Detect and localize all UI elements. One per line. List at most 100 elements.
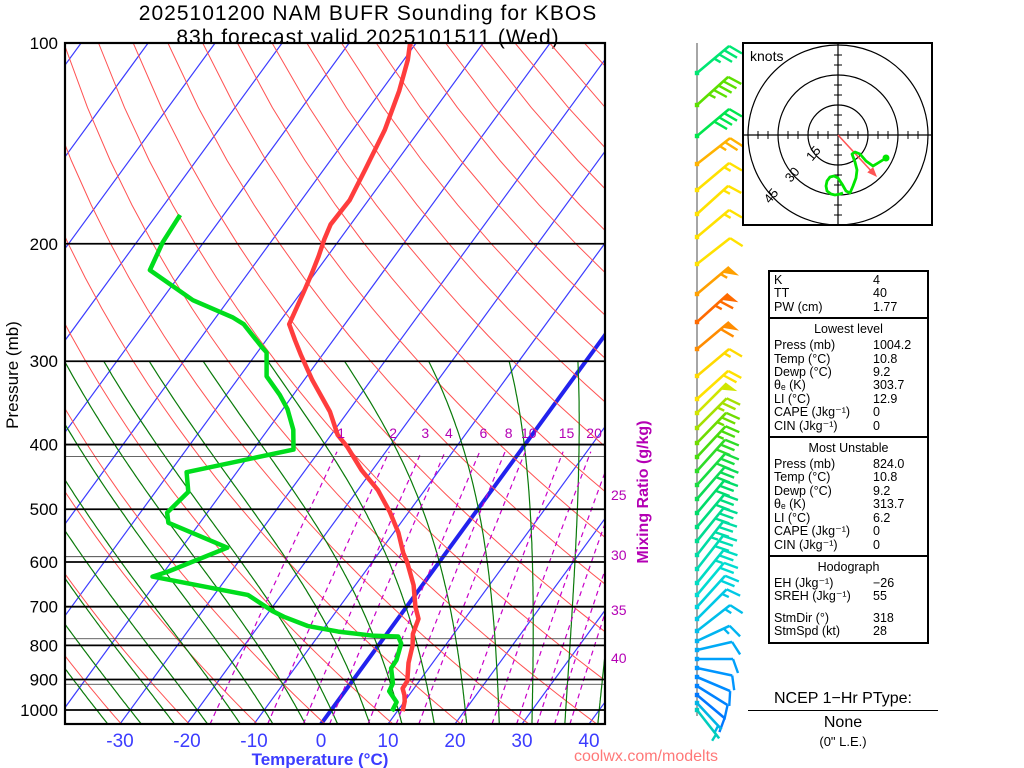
pressure-tick-label: 700	[30, 598, 58, 617]
wind-barb	[694, 44, 743, 76]
mixing-ratio-label: 8	[505, 425, 513, 441]
stat-label: PW (cm)	[774, 299, 823, 314]
mixing-ratio-line	[536, 521, 605, 724]
wind-barb	[694, 479, 739, 516]
wind-barb	[694, 588, 741, 622]
stat-row: StmSpd (kt) 28	[770, 624, 927, 638]
stat-row: CAPE (Jkg⁻¹) 0	[770, 405, 927, 420]
moist-adiabat	[65, 529, 209, 724]
stat-row: TT 40	[770, 286, 927, 301]
stat-row: LI (°C) 6.2	[770, 510, 927, 525]
stat-row: CIN (Jkg⁻¹) 0	[770, 537, 927, 552]
wind-barb	[694, 75, 742, 108]
stat-row: StmDir (°) 318	[770, 610, 927, 625]
wind-barb	[694, 640, 742, 656]
stats-most-unstable-section: Most Unstable Press (mb) 824.0 Temp (°C) 10…	[770, 436, 927, 555]
wind-barb	[694, 237, 744, 267]
temperature-tick-label: 30	[511, 731, 532, 752]
stat-row: Dewp (°C) 9.2	[770, 365, 927, 380]
dry-adiabat	[65, 235, 462, 724]
moist-adiabat	[428, 360, 500, 724]
wind-barb	[694, 321, 740, 352]
stats-indices-section: K 4 TT 40 PW (cm) 1.77	[770, 272, 927, 317]
wind-barb	[694, 184, 742, 217]
pressure-tick-label: 600	[30, 553, 58, 572]
moist-adiabat	[202, 360, 403, 724]
pressure-tick-label: 300	[30, 352, 58, 371]
temperature-curve	[286, 43, 421, 712]
stat-value: 303.7	[873, 378, 905, 393]
wind-barb	[694, 466, 739, 502]
mixing-ratio-line	[491, 451, 592, 724]
chart-title-line1: 2025101200 NAM BUFR Sounding for KBOS	[138, 2, 598, 25]
mixing-ratio-label: 6	[479, 425, 487, 441]
mixing-ratio-label: 1	[337, 425, 345, 441]
mixing-ratio-label: 30	[611, 547, 627, 563]
mixing-ratio-label: 40	[611, 650, 627, 666]
wind-barb	[694, 266, 740, 297]
stat-label: LI (°C)	[774, 391, 811, 406]
stat-label: Temp (°C)	[774, 351, 831, 366]
dry-adiabat	[341, 43, 605, 359]
stat-label: Press (mb)	[774, 457, 836, 472]
watermark-text: coolwx.com/modelts	[574, 748, 718, 765]
wind-barb	[694, 397, 741, 431]
moist-adiabat	[65, 623, 142, 724]
stat-label: TT	[774, 286, 790, 301]
hodograph-trace	[824, 150, 887, 197]
isotherm	[454, 517, 605, 724]
stat-value: 9.2	[873, 365, 891, 380]
stat-label: Dewp (°C)	[774, 365, 832, 380]
wind-barb	[694, 107, 743, 139]
stat-label: StmDir (°)	[774, 610, 829, 625]
pressure-tick-label: 100	[30, 34, 58, 53]
dry-adiabat	[65, 407, 326, 724]
isotherm	[253, 242, 605, 724]
stat-label: CAPE (Jkg⁻¹)	[774, 405, 851, 420]
stat-value: 9.2	[873, 483, 891, 498]
stat-value: 40	[873, 286, 887, 301]
stat-row: Press (mb) 1004.2	[770, 338, 927, 353]
ptype-value: None	[823, 714, 863, 731]
stat-label: CAPE (Jkg⁻¹)	[774, 524, 851, 539]
stat-label: Press (mb)	[774, 338, 836, 353]
dry-adiabat	[306, 43, 605, 403]
wind-barb	[694, 574, 740, 610]
temperature-tick-label: -10	[240, 731, 267, 752]
stat-value: 0	[873, 537, 880, 552]
stats-lowest-level-section: Lowest level Press (mb) 1004.2 Temp (°C) 10…	[770, 317, 927, 436]
dry-adiabat	[65, 143, 530, 724]
moist-adiabat	[65, 667, 109, 724]
isotherm	[65, 43, 551, 709]
isotherm	[119, 58, 605, 724]
temperature-axis-title: Temperature (°C)	[252, 750, 389, 768]
dry-adiabat	[202, 43, 605, 539]
wind-barb	[694, 665, 736, 691]
mixing-ratio-label: 25	[611, 487, 627, 503]
wind-barb	[694, 561, 739, 598]
stat-value: 6.2	[873, 510, 891, 525]
isotherm	[65, 43, 350, 434]
wind-barb	[694, 624, 741, 644]
dry-adiabat	[236, 43, 605, 493]
stat-value: 313.7	[873, 497, 905, 512]
stat-row: SREH (Jkg⁻¹) 55	[770, 589, 927, 603]
mixing-ratio-label: 4	[445, 425, 453, 441]
wind-barb	[694, 161, 743, 193]
mixing-ratio-line	[209, 451, 338, 724]
mixing-ratio-label: 2	[389, 425, 397, 441]
stat-label: Dewp (°C)	[774, 483, 832, 498]
stat-value: 1.77	[873, 299, 898, 314]
mixing-ratio-label: 10	[521, 425, 537, 441]
stat-row: Temp (°C) 10.8	[770, 471, 927, 485]
stat-value: 318	[873, 610, 894, 625]
pressure-tick-label: 400	[30, 436, 58, 455]
wind-barb	[694, 425, 740, 460]
ptype-detail: (0" L.E.)	[819, 734, 867, 749]
stat-row: θₑ (K) 303.7	[770, 378, 927, 393]
stat-label: EH (Jkg⁻¹)	[774, 575, 834, 590]
wind-barb	[694, 137, 744, 167]
mixing-ratio-line	[367, 451, 481, 724]
mixing-ratio-line	[418, 451, 526, 724]
